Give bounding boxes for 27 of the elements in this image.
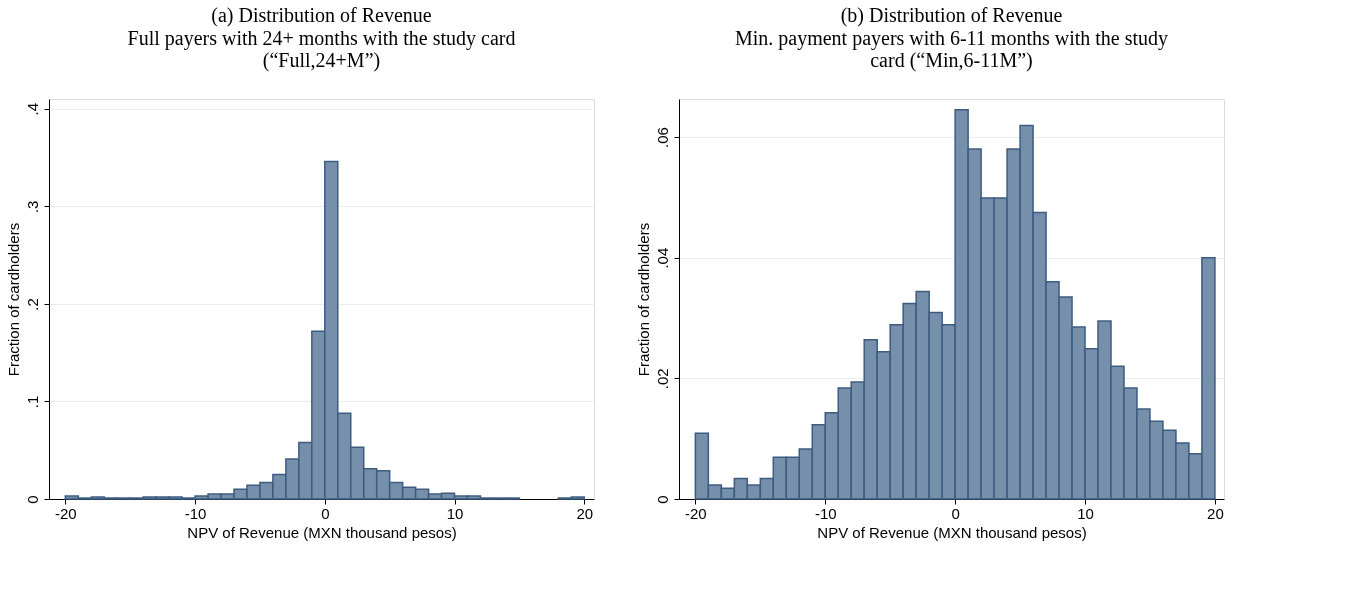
x-axis-title: NPV of Revenue (MXN thousand pesos) xyxy=(187,523,457,541)
y-axis-title: Fraction of cardholders xyxy=(634,222,652,377)
y-tick-label: 0 xyxy=(23,495,41,504)
x-tick-label: -20 xyxy=(685,504,707,522)
x-tick-label: 20 xyxy=(576,504,594,522)
y-tick-label: .2 xyxy=(23,298,41,311)
chart-title: (a) Distribution of Revenue xyxy=(211,4,432,27)
x-tick-label: 20 xyxy=(1207,504,1224,522)
x-tick-label: -20 xyxy=(55,504,77,522)
y-tick-label: .3 xyxy=(23,200,41,214)
chart-subtitle: Min. payment payers with 6-11 months with the study card (“Min,6-11M”) xyxy=(734,27,1169,72)
x-tick-label: 10 xyxy=(446,504,464,522)
y-tick-label: .4 xyxy=(23,103,41,116)
chart-title: (b) Distribution of Revenue xyxy=(840,4,1063,27)
y-axis-title: Fraction of cardholders xyxy=(4,222,22,377)
y-tick-label: .1 xyxy=(23,395,41,409)
y-tick-label: .06 xyxy=(653,127,671,148)
x-tick-label: 0 xyxy=(951,504,960,522)
x-axis-title: NPV of Revenue (MXN thousand pesos) xyxy=(817,523,1087,541)
x-tick-label: -10 xyxy=(184,504,207,522)
y-tick-label: 0 xyxy=(653,495,671,504)
y-tick-label: .02 xyxy=(653,368,671,390)
x-tick-label: 0 xyxy=(321,504,330,522)
x-tick-label: -10 xyxy=(814,504,837,522)
x-tick-label: 10 xyxy=(1077,504,1094,522)
y-tick-label: .04 xyxy=(653,247,671,269)
chart-subtitle: Full payers with 24+ months with the study card (“Full,24+M”) xyxy=(127,27,516,72)
